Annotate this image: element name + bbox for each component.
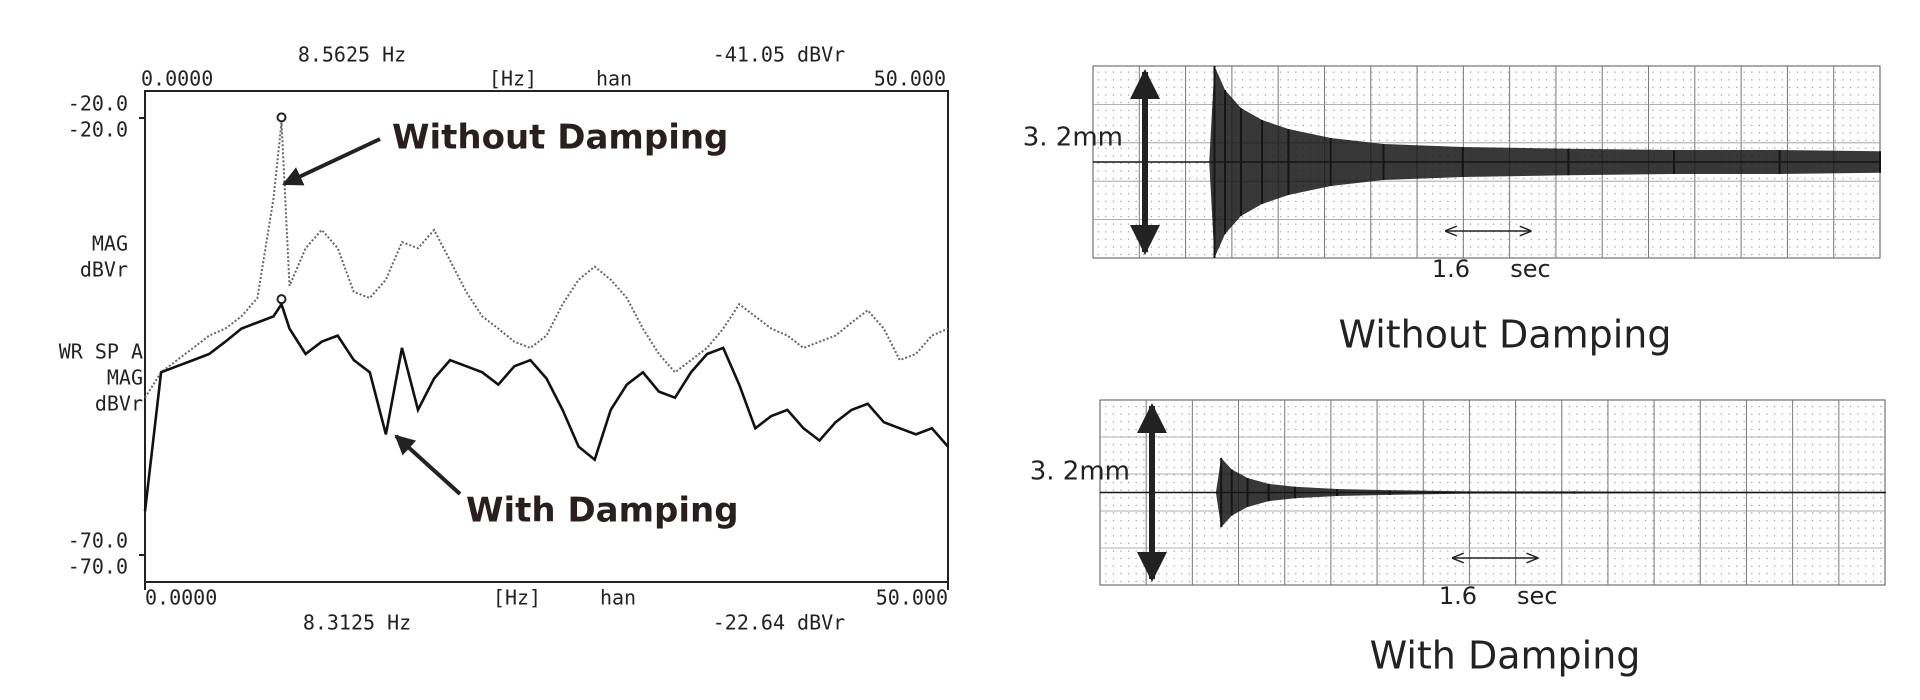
chart-title: Without Damping (1338, 313, 1671, 357)
peak-marker (276, 294, 287, 305)
series-line (144, 122, 949, 399)
peak-marker (276, 112, 287, 123)
amplitude-label: 3. 2mm (1030, 457, 1130, 487)
annotation-arrow (394, 434, 462, 496)
y-axis-label: MAG (92, 232, 128, 256)
trace-envelope (1215, 457, 1885, 528)
plot-frame (144, 90, 949, 583)
readout-window: han (596, 67, 632, 91)
readout-level: -41.05 dBVr (713, 43, 845, 67)
time-scale-value: 1.6 (1439, 582, 1477, 610)
y-tick-label: -20.0 (68, 118, 128, 142)
readout-unit: [Hz] (489, 67, 537, 91)
y-tick-label: -70.0 (68, 555, 128, 579)
y-axis-label: dBVr (95, 392, 143, 416)
series-line (143, 301, 949, 512)
time-scale-value: 1.6 (1432, 255, 1470, 283)
trace-envelope (1209, 66, 1880, 258)
readout-unit: [Hz] (493, 586, 541, 610)
amplitude-label: 3. 2mm (1023, 123, 1123, 153)
x-tick-label: 50.000 (874, 67, 946, 91)
x-tick-label: 0.0000 (145, 586, 217, 610)
readout-level: -22.64 dBVr (713, 611, 845, 635)
annotation: With Damping (466, 491, 739, 531)
readout-marker: 8.3125 Hz (303, 611, 411, 635)
annotation-arrow (282, 137, 381, 186)
chart-title: With Damping (1370, 634, 1641, 678)
y-axis-label: MAG (107, 366, 143, 390)
time-scale-unit: sec (1510, 255, 1550, 283)
y-axis-label: dBVr (80, 258, 128, 282)
x-tick-label: 0.0000 (141, 67, 213, 91)
y-tick-label: -20.0 (68, 92, 128, 116)
annotation: Without Damping (392, 118, 728, 158)
y-tick-label: -70.0 (68, 529, 128, 553)
readout-marker: 8.5625 Hz (298, 43, 406, 67)
y-axis-label: WR SP A (59, 340, 143, 364)
readout-window: han (600, 586, 636, 610)
x-tick-label: 50.000 (876, 586, 948, 610)
time-scale-unit: sec (1517, 582, 1557, 610)
